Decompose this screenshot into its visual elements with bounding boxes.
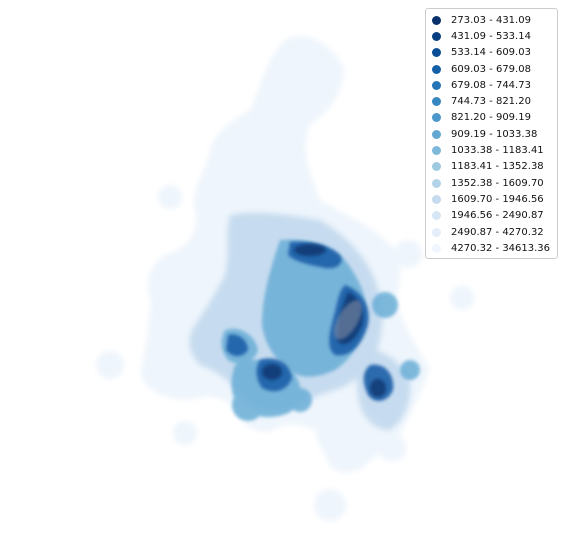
legend-item: 744.73 - 821.20 [432, 93, 553, 109]
legend-item: 609.03 - 679.08 [432, 61, 553, 77]
legend-item: 1033.38 - 1183.41 [432, 142, 553, 158]
legend-label: 1352.38 - 1609.70 [451, 177, 544, 189]
legend-item: 1609.70 - 1946.56 [432, 191, 553, 207]
legend-marker-icon [432, 15, 441, 25]
legend-label: 1946.56 - 2490.87 [451, 210, 544, 222]
legend-marker-icon [432, 162, 441, 172]
legend-label: 2490.87 - 4270.32 [451, 226, 544, 238]
legend-label: 821.20 - 909.19 [451, 112, 531, 124]
legend-item: 273.03 - 431.09 [432, 12, 553, 28]
legend-label: 744.73 - 821.20 [451, 96, 531, 108]
legend-marker-icon [432, 194, 441, 204]
legend-marker-icon [432, 113, 441, 123]
legend-marker-icon [432, 129, 441, 139]
legend-item: 2490.87 - 4270.32 [432, 224, 553, 240]
legend-label: 1033.38 - 1183.41 [451, 145, 544, 157]
legend-item: 909.19 - 1033.38 [432, 126, 553, 142]
map-legend: 273.03 - 431.09 431.09 - 533.14 533.14 - 6… [425, 8, 558, 260]
legend-marker-icon [432, 146, 441, 156]
legend-item: 1352.38 - 1609.70 [432, 175, 553, 191]
legend-label: 273.03 - 431.09 [451, 14, 531, 26]
legend-marker-icon [432, 227, 441, 237]
legend-marker-icon [432, 243, 441, 253]
legend-marker-icon [432, 48, 441, 58]
legend-marker-icon [432, 31, 441, 41]
legend-label: 533.14 - 609.03 [451, 47, 531, 59]
legend-marker-icon [432, 80, 441, 90]
legend-item: 533.14 - 609.03 [432, 45, 553, 61]
legend-item: 1946.56 - 2490.87 [432, 208, 553, 224]
legend-label: 1183.41 - 1352.38 [451, 161, 544, 173]
legend-label: 609.03 - 679.08 [451, 63, 531, 75]
map-region-grey [334, 300, 362, 340]
legend-marker-icon [432, 211, 441, 221]
legend-item: 679.08 - 744.73 [432, 77, 553, 93]
legend-item: 4270.32 - 34613.36 [432, 240, 553, 256]
legend-item: 431.09 - 533.14 [432, 28, 553, 44]
legend-label: 679.08 - 744.73 [451, 79, 531, 91]
legend-label: 909.19 - 1033.38 [451, 128, 538, 140]
legend-label: 4270.32 - 34613.36 [451, 242, 551, 254]
legend-label: 1609.70 - 1946.56 [451, 193, 544, 205]
legend-marker-icon [432, 178, 441, 188]
legend-marker-icon [432, 97, 441, 107]
legend-item: 821.20 - 909.19 [432, 110, 553, 126]
legend-label: 431.09 - 533.14 [451, 30, 531, 42]
legend-item: 1183.41 - 1352.38 [432, 159, 553, 175]
legend-marker-icon [432, 64, 441, 74]
